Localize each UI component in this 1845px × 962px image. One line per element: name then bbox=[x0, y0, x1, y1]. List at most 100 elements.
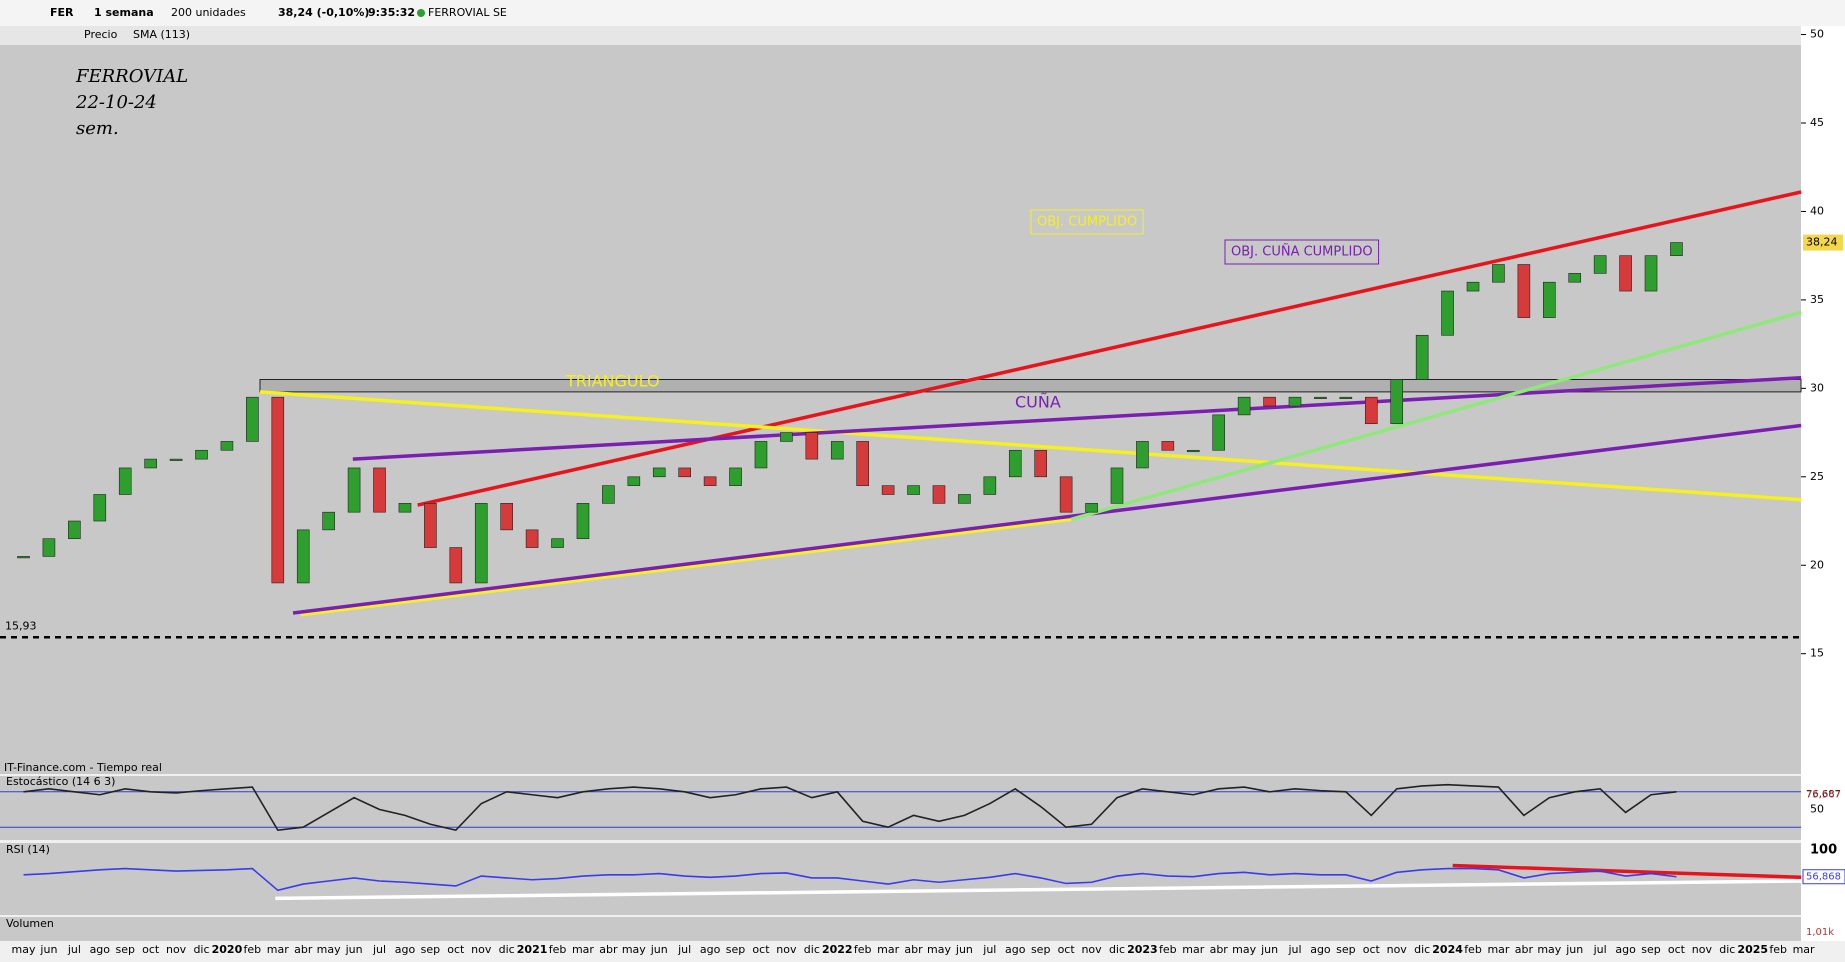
y-tick-label: 25 bbox=[1810, 470, 1824, 483]
x-tick-label: nov bbox=[471, 943, 492, 956]
x-tick-label: jun bbox=[1260, 943, 1278, 956]
candle bbox=[42, 538, 56, 557]
x-tick-label: jul bbox=[1287, 943, 1301, 956]
x-tick-label: may bbox=[317, 943, 341, 956]
annotation: 22-10-24 bbox=[75, 92, 157, 113]
x-tick-label: ago bbox=[1615, 943, 1636, 956]
x-tick-label: ago bbox=[395, 943, 416, 956]
time: 9:35:32 bbox=[368, 6, 415, 19]
x-tick-label: feb bbox=[549, 943, 567, 956]
candle bbox=[907, 485, 920, 495]
x-tick-label: feb bbox=[1159, 943, 1177, 956]
x-tick-label: may bbox=[1537, 943, 1561, 956]
y-tick-label: 15 bbox=[1810, 647, 1824, 660]
annotation-box bbox=[1224, 239, 1380, 265]
candle bbox=[373, 467, 386, 513]
x-tick-label: dic bbox=[804, 943, 820, 956]
x-tick-label: sep bbox=[1336, 943, 1355, 956]
candle bbox=[678, 467, 691, 478]
stochastic-last: 76,687 bbox=[1806, 789, 1841, 800]
x-tick-label: abr bbox=[904, 943, 923, 956]
last-price-box bbox=[1803, 234, 1843, 251]
x-tick-label: 2023 bbox=[1127, 943, 1158, 956]
support-label: 15,93 bbox=[5, 619, 37, 632]
volume-label: Volumen bbox=[6, 917, 54, 930]
candle bbox=[830, 441, 844, 460]
period[interactable]: 1 semana bbox=[94, 6, 154, 19]
trendline bbox=[1070, 310, 1802, 521]
candle bbox=[602, 485, 615, 504]
source: IT-Finance.com - Tiempo real bbox=[4, 761, 162, 774]
candle bbox=[1593, 255, 1607, 274]
x-tick-label: ago bbox=[1310, 943, 1331, 956]
x-tick-label: feb bbox=[244, 943, 262, 956]
x-tick-label: oct bbox=[447, 943, 465, 956]
legend-price[interactable]: Precio bbox=[84, 28, 118, 41]
candle bbox=[1339, 396, 1353, 399]
candle bbox=[1034, 449, 1047, 478]
annotation: sem. bbox=[76, 118, 119, 139]
candle bbox=[17, 556, 30, 559]
annotation: OBJ. CUMPLIDO bbox=[1037, 215, 1137, 230]
price-axis bbox=[1801, 26, 1845, 941]
candle bbox=[246, 396, 259, 442]
candle bbox=[322, 511, 335, 531]
candle bbox=[525, 529, 539, 548]
x-tick-label: may bbox=[622, 943, 646, 956]
x-tick-label: ago bbox=[700, 943, 721, 956]
candle bbox=[627, 476, 641, 486]
candle bbox=[296, 529, 310, 584]
x-tick-label: dic bbox=[1109, 943, 1125, 956]
candle bbox=[958, 494, 971, 504]
candle bbox=[551, 538, 564, 548]
x-tick-label: sep bbox=[1031, 943, 1050, 956]
y-tick-label: 100 bbox=[1810, 843, 1837, 858]
x-tick-label: jun bbox=[650, 943, 668, 956]
candle bbox=[754, 441, 768, 469]
x-tick-label: feb bbox=[1464, 943, 1482, 956]
y-tick-label: 50 bbox=[1810, 803, 1824, 816]
x-tick-label: jul bbox=[982, 943, 996, 956]
resistance-zone bbox=[259, 379, 1802, 393]
x-tick-label: 2024 bbox=[1432, 943, 1463, 956]
candle bbox=[1517, 264, 1531, 318]
x-tick-label: dic bbox=[1719, 943, 1735, 956]
toolbar bbox=[0, 0, 1845, 26]
x-tick-label: abr bbox=[1210, 943, 1229, 956]
x-tick-label: ago bbox=[90, 943, 111, 956]
x-tick-label: feb bbox=[854, 943, 872, 956]
symbol[interactable]: FER bbox=[50, 6, 74, 19]
candle bbox=[1619, 255, 1632, 292]
trendline bbox=[292, 423, 1802, 615]
legend-sma[interactable]: SMA (113) bbox=[133, 28, 190, 41]
rsi-last-box bbox=[1802, 869, 1845, 885]
candle bbox=[1110, 467, 1124, 504]
x-tick-label: dic bbox=[1414, 943, 1430, 956]
x-tick-label: 2021 bbox=[517, 943, 548, 956]
price-panel bbox=[0, 45, 1801, 774]
x-tick-label: jun bbox=[955, 943, 973, 956]
x-tick-label: sep bbox=[726, 943, 745, 956]
candle bbox=[1415, 334, 1429, 380]
status-dot bbox=[417, 9, 425, 17]
units[interactable]: 200 unidades bbox=[171, 6, 246, 19]
x-tick-label: 2022 bbox=[822, 943, 853, 956]
x-tick-label: 2020 bbox=[212, 943, 243, 956]
volume-last: 1,01k bbox=[1806, 927, 1834, 938]
trendline bbox=[300, 517, 1072, 617]
candle bbox=[1670, 242, 1683, 256]
x-tick-label: may bbox=[1232, 943, 1256, 956]
x-tick-label: may bbox=[927, 943, 951, 956]
candle bbox=[1059, 476, 1073, 513]
candle bbox=[652, 467, 666, 478]
annotation-box bbox=[1030, 209, 1144, 235]
x-tick-label: abr bbox=[1515, 943, 1534, 956]
x-tick-label: mar bbox=[1487, 943, 1509, 956]
annotation: OBJ. CUÑA CUMPLIDO bbox=[1231, 244, 1373, 260]
rsi-panel bbox=[0, 843, 1801, 915]
x-tick-label: mar bbox=[572, 943, 594, 956]
candle bbox=[271, 396, 285, 584]
annotation: FERROVIAL bbox=[75, 66, 188, 87]
x-tick-label: sep bbox=[115, 943, 134, 956]
